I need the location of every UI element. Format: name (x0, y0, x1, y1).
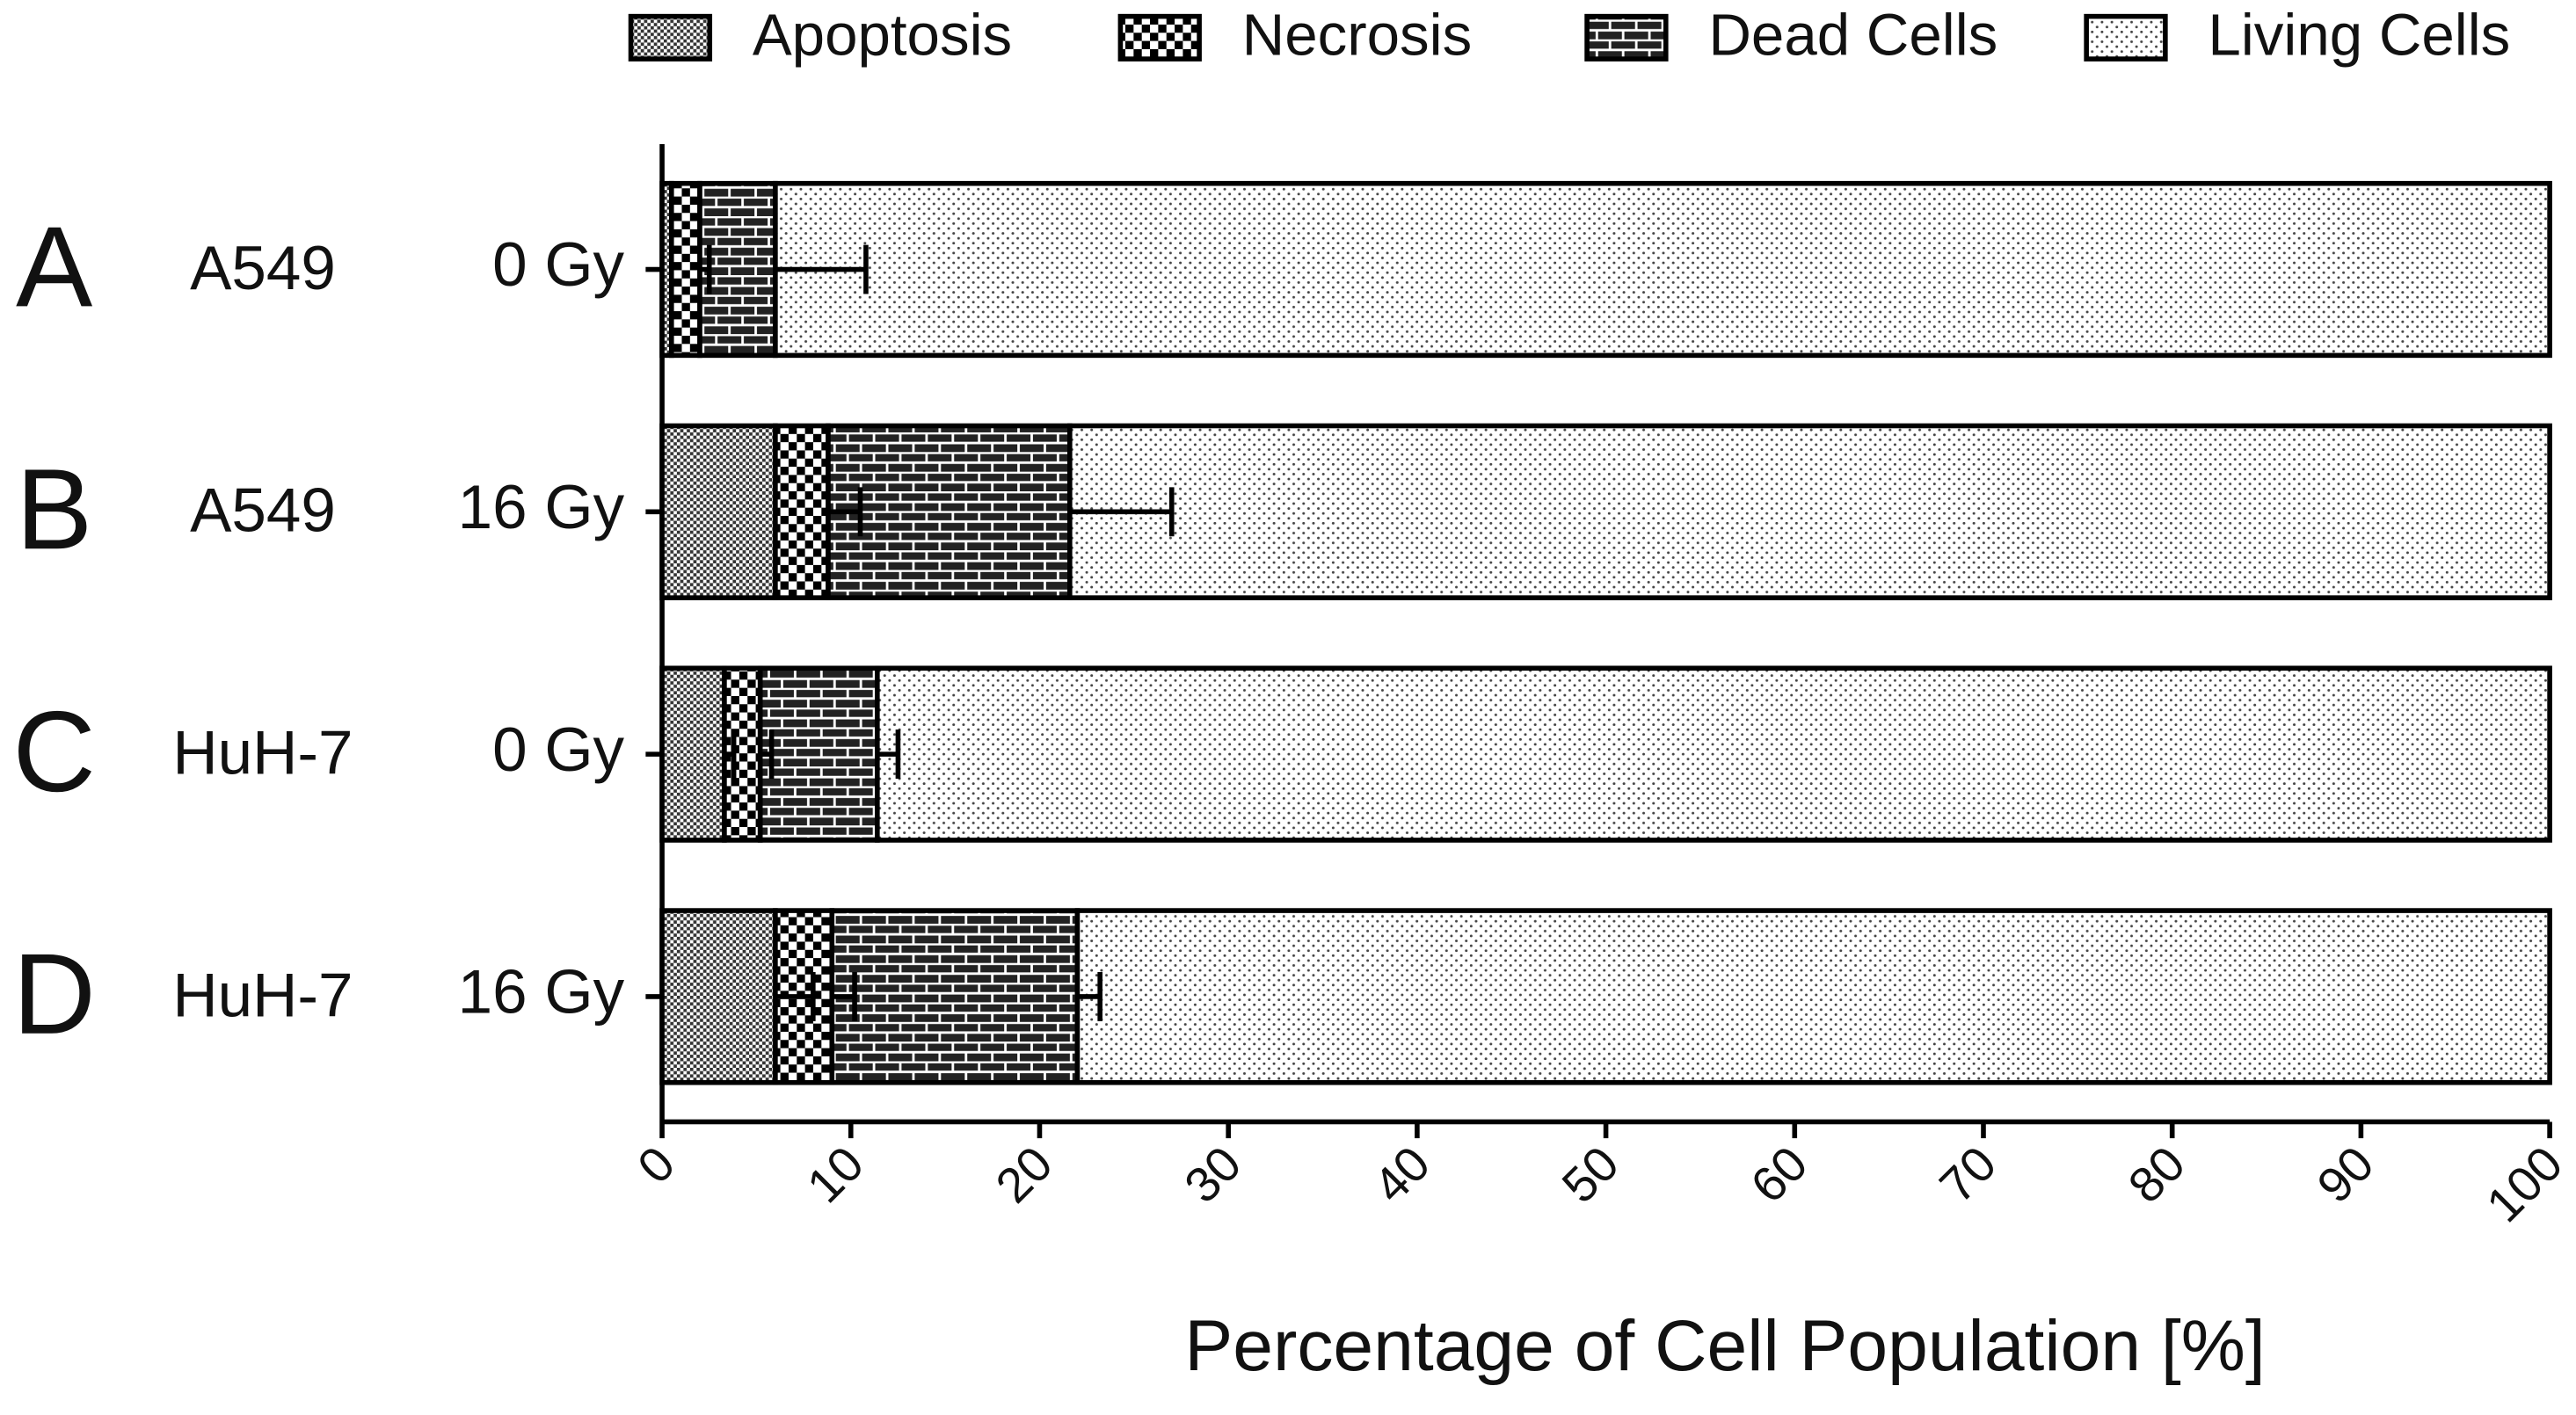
cell-line-label: HuH-7 (172, 719, 353, 788)
x-tick-label: 20 (985, 1136, 1063, 1213)
bar-segment (829, 908, 1081, 1085)
dose-label: 16 Gy (458, 473, 625, 542)
error-bar (877, 729, 901, 780)
x-tick-label: 40 (1363, 1136, 1441, 1213)
legend-swatch (1584, 13, 1669, 62)
error-bar (760, 729, 775, 780)
legend-swatch (628, 13, 713, 62)
error-bar (775, 971, 816, 1021)
error-bar (699, 244, 712, 294)
x-tick-label: 50 (1551, 1136, 1629, 1213)
row-letter: C (12, 687, 95, 816)
legend-swatch (2084, 13, 2168, 62)
bar-segment (659, 423, 778, 600)
error-bar (724, 729, 737, 780)
bar-segment (1067, 423, 2552, 600)
x-tick-label: 10 (796, 1136, 874, 1213)
bar-segment (757, 665, 880, 843)
error-bar (1077, 971, 1102, 1021)
row-letter: A (16, 203, 92, 331)
x-axis-label: Percentage of Cell Population [%] (1184, 1306, 2265, 1386)
error-bar (832, 971, 857, 1021)
error-bar (1069, 487, 1175, 537)
x-tick-label: 90 (2306, 1136, 2384, 1213)
error-bar (827, 487, 863, 537)
row-letter: D (12, 930, 95, 1058)
bar-segment (1074, 908, 2552, 1085)
legend-label: Necrosis (1242, 3, 1473, 69)
error-bar (775, 244, 869, 294)
legend-label: Apoptosis (753, 3, 1012, 69)
legend-swatch (1117, 13, 1202, 62)
cell-line-label: A549 (190, 234, 336, 303)
bar-segment (875, 665, 2552, 843)
bar-segment (659, 908, 778, 1085)
row-letter: B (16, 445, 92, 573)
x-tick-label: 0 (627, 1136, 686, 1194)
dose-label: 0 Gy (492, 230, 624, 300)
bar-segment (826, 423, 1073, 600)
bar-segment (659, 665, 727, 843)
dose-label: 0 Gy (492, 715, 624, 785)
x-tick-label: 80 (2117, 1136, 2195, 1213)
x-tick-label: 100 (2476, 1136, 2573, 1232)
x-tick-label: 70 (1929, 1136, 2007, 1213)
x-tick-label: 30 (1174, 1136, 1252, 1213)
bar-segment (773, 180, 2552, 359)
cell-line-label: HuH-7 (172, 961, 353, 1030)
legend-label: Dead Cells (1708, 3, 1997, 69)
bar-segment (773, 423, 831, 600)
bar-segment (668, 180, 702, 359)
cell-line-label: A549 (190, 476, 336, 546)
legend-label: Living Cells (2208, 3, 2510, 69)
x-tick-label: 60 (1740, 1136, 1818, 1213)
dose-label: 16 Gy (458, 958, 625, 1027)
